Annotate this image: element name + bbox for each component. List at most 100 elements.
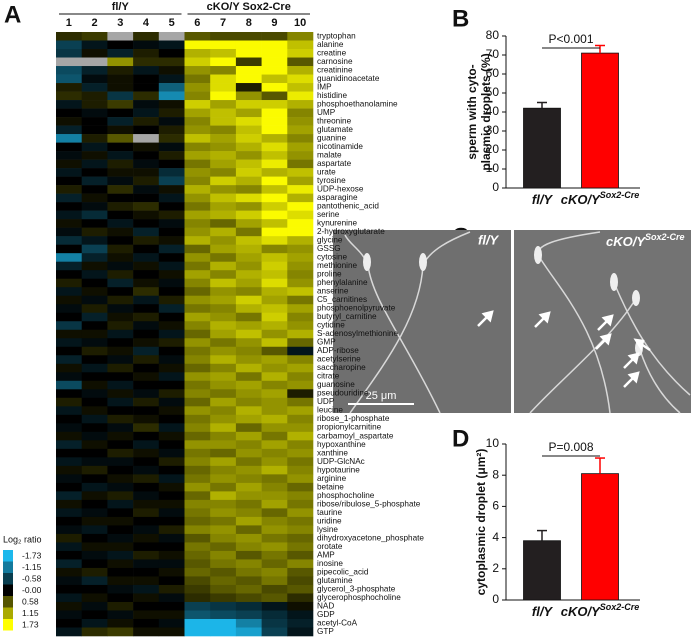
- y-tick-label: 0: [492, 180, 499, 194]
- heatmap-cell: [107, 142, 134, 152]
- heatmap-cell: [261, 125, 288, 135]
- heatmap-cell: [56, 457, 82, 467]
- heatmap-cell: [235, 159, 262, 169]
- heatmap-cell: [133, 542, 160, 552]
- row-label: ribose_1-phosphate: [317, 414, 390, 423]
- row-label: acetyl-CoA: [317, 618, 358, 627]
- heatmap-cell: [210, 278, 237, 288]
- heatmap-cell: [81, 584, 108, 594]
- heatmap-cell: [235, 440, 262, 450]
- heatmap-cell: [158, 125, 185, 135]
- heatmap-cell: [287, 533, 314, 543]
- heatmap-cell: [287, 457, 314, 467]
- heatmap-cell: [158, 329, 185, 339]
- heatmap-cell: [210, 117, 237, 126]
- heatmap-cell: [56, 219, 82, 228]
- heatmap-cell: [133, 83, 160, 92]
- heatmap-cell: [158, 193, 185, 203]
- heatmap-cell: [235, 287, 262, 297]
- heatmap-cell: [210, 474, 237, 484]
- heatmap-cell: [56, 525, 82, 535]
- heatmap-cell: [235, 380, 262, 390]
- heatmap-cell: [81, 74, 108, 84]
- heatmap-cell: [158, 312, 185, 322]
- heatmap-cell: [235, 236, 262, 245]
- heatmap-cell: [261, 346, 288, 356]
- heatmap-cell: [184, 474, 211, 484]
- annotation: P=0.008: [548, 440, 593, 454]
- heatmap-cell: [235, 244, 262, 254]
- heatmap-cell: [56, 346, 82, 356]
- heatmap-cell: [107, 295, 134, 305]
- heatmap-cell: [261, 542, 288, 552]
- heatmap-cell: [81, 134, 108, 143]
- heatmap-cell: [81, 159, 108, 169]
- heatmap-cell: [235, 312, 262, 322]
- heatmap-cell: [261, 117, 288, 126]
- heatmap-cell: [81, 278, 108, 288]
- heatmap-cell: [261, 601, 288, 611]
- heatmap-cell: [107, 168, 134, 177]
- heatmap-cell: [56, 610, 82, 620]
- heatmap-cell: [287, 559, 314, 569]
- heatmap-cell: [210, 304, 237, 314]
- legend-swatch: [3, 584, 13, 596]
- heatmap-cell: [107, 108, 134, 118]
- row-label: proline: [317, 270, 342, 279]
- heatmap-cell: [158, 550, 185, 560]
- category-label: cKO/Y: [561, 604, 601, 619]
- legend-swatch: [3, 596, 13, 608]
- heatmap-cell: [107, 202, 134, 211]
- row-label: cytosine: [317, 253, 347, 262]
- sperm-heads: [363, 246, 643, 356]
- y-tick-label: 80: [486, 28, 500, 42]
- heatmap-cell: [107, 406, 134, 416]
- heatmap-cell: [184, 593, 211, 603]
- heatmap-cell: [56, 321, 82, 331]
- missing-cell: [107, 32, 134, 41]
- heatmap-cell: [81, 49, 108, 58]
- heatmap-cell: [133, 584, 160, 594]
- row-label: hypoxanthine: [317, 440, 366, 449]
- heatmap-cell: [133, 465, 160, 475]
- heatmap-cell: [133, 550, 160, 560]
- heatmap-cell: [235, 193, 262, 203]
- heatmap-cell: [107, 389, 134, 399]
- heatmap-cell: [133, 210, 160, 220]
- legend-title: Log₂ ratio: [3, 534, 42, 544]
- heatmap-cell: [235, 270, 262, 280]
- heatmap-cell: [210, 584, 237, 594]
- heatmap-cell: [210, 100, 237, 109]
- heatmap-cell: [158, 474, 185, 484]
- heatmap-cell: [287, 465, 314, 475]
- heatmap-cell: [81, 363, 108, 373]
- bar: [523, 540, 561, 601]
- heatmap-cell: [107, 117, 134, 126]
- row-label: carnosine: [317, 57, 353, 66]
- heatmap-cell: [235, 338, 262, 348]
- heatmap-cell: [210, 423, 237, 433]
- heatmap-cell: [261, 100, 288, 109]
- heatmap-cell: [56, 244, 82, 254]
- column-label: 5: [169, 17, 175, 29]
- heatmap-cell: [56, 185, 82, 194]
- heatmap-cell: [56, 117, 82, 126]
- heatmap-cell: [235, 210, 262, 220]
- heatmap-cell: [56, 40, 82, 50]
- heatmap-cell: [287, 584, 314, 594]
- heatmap-cell: [158, 363, 185, 373]
- heatmap-cell: [158, 397, 185, 407]
- heatmap-cell: [158, 457, 185, 467]
- micrograph-label: cKO/YSox2-Cre: [606, 232, 685, 249]
- heatmap-cell: [287, 261, 314, 271]
- row-label: AMP: [317, 550, 335, 559]
- column-label: 9: [271, 17, 277, 29]
- heatmap-cell: [184, 389, 211, 399]
- heatmap-cell: [56, 159, 82, 169]
- row-label: lysine: [317, 525, 338, 534]
- heatmap-cell: [158, 508, 185, 518]
- heatmap-cell: [261, 465, 288, 475]
- heatmap-cell: [261, 448, 288, 458]
- heatmap-cell: [287, 389, 314, 399]
- heatmap-cell: [107, 185, 134, 194]
